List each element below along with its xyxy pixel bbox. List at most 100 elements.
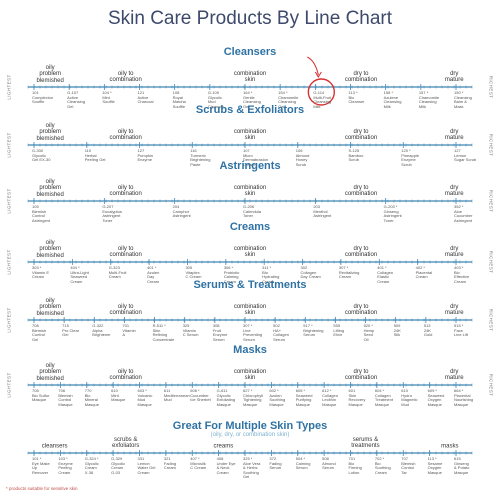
product-label: 770 Bio Mineral Masque	[84, 388, 99, 407]
skin-type-label: oily problem blemished	[36, 362, 64, 382]
side-label-right: RICHEST	[488, 373, 494, 397]
skin-type-label: combination skin	[233, 129, 267, 142]
product-label: 106 Almond Honey Scrub	[295, 148, 310, 167]
skin-type-label: combination skin	[233, 304, 267, 317]
product-label: G-107 Active Cleansing Gel	[67, 90, 85, 109]
product-label: 401 * Collagen Elastic Cream	[377, 265, 394, 284]
product-label: 127 Lemon Sugar Scrub	[454, 148, 477, 163]
product-label: 305 Vitaplex C Cream	[185, 265, 202, 280]
product-label: 101 Complexion Souffle	[32, 90, 54, 105]
product-label: 407 * Microsilk C Cream	[190, 456, 207, 471]
product-label: G-203 * Ginseng Astringent Toner	[383, 204, 402, 223]
product-label: 157 * Chamomile Cleansing Milk	[418, 90, 440, 109]
product-label: 103 * Enzyme Peeling Cream	[58, 456, 73, 475]
skin-type-label: dry to combination	[344, 246, 378, 259]
highlight-arrow	[307, 56, 319, 76]
section-heading: Masks	[233, 344, 267, 356]
product-label: 715 Pro Clear Gel	[62, 323, 80, 338]
product-label: 708 Bio Sulfur Masque	[32, 388, 50, 403]
product-label: 708 Blemish Control Gel	[32, 323, 47, 342]
product-label: 204 Camphor Astringent	[172, 204, 191, 219]
skin-type-label: dry to combination	[344, 71, 378, 84]
product-label: 105 Blemish Control Astringent	[32, 204, 51, 223]
product-label: 101 * Eye Make Up Remover	[32, 456, 50, 475]
product-label: 515 * Face Line Lift	[454, 323, 469, 338]
product-label: 158 * Azulene Cleansing Milk	[383, 90, 402, 109]
section-heading: Creams	[229, 221, 271, 233]
product-label: G-207 Eucalyptus Astringent Toner	[102, 204, 122, 223]
product-label: 154 * Chamomile Cleansing Gel	[278, 90, 299, 109]
product-label: 504 * Calming Serum	[295, 456, 311, 471]
product-label: 627 * Chlorophyll Tightening Masque	[243, 388, 264, 407]
skin-type-label: oily problem blemished	[36, 239, 64, 259]
product-label: 402 * Placental Cream	[415, 265, 433, 280]
product-label: G-324 * Glycolic Cream X-36	[84, 456, 99, 475]
side-label-right: RICHEST	[488, 308, 494, 332]
product-label: 664 * Placental Nourishing Masque	[454, 388, 474, 407]
product-label: 113 * Sesame Oxygen Masque	[427, 456, 443, 475]
product-label: 610 Mint Masque	[111, 388, 126, 403]
product-label: 609 * Seaweed Oxygen Masque	[427, 388, 445, 407]
product-label: 513 24K Gold	[423, 323, 433, 338]
product-label: 372 Fading Serum	[269, 456, 282, 471]
skin-type-label: combination skin	[233, 246, 267, 259]
product-label: 610 Hydro Magnetic Mud	[401, 388, 418, 407]
skin-type-label: oily to combination	[109, 246, 142, 259]
side-label-left: LIGHTEST	[6, 74, 12, 100]
product-label: 107 Micro Dermabrasion Cream	[243, 148, 269, 167]
skin-type-label: dry mature	[444, 246, 464, 259]
product-label: 611 Mediterranean Mud	[163, 388, 190, 403]
product-label: 612 * Collagen Lecithin Masque	[322, 388, 338, 407]
section-heading: Astringents	[219, 160, 281, 172]
highlight-circle	[307, 78, 336, 106]
product-label: 325 * Aloe Vera & Herbs Soothing Gel	[243, 456, 261, 480]
product-label: 603 * Volcanic Mud Masque	[137, 388, 153, 407]
product-label: 602 * Azulen Soothing Masque	[269, 388, 286, 407]
skin-type-label: masks	[441, 443, 459, 450]
product-label: G-322 Alpha Brightener	[92, 323, 111, 338]
skin-type-label: dry to combination	[344, 185, 378, 198]
skin-type-label: cleansers	[41, 443, 68, 450]
skin-type-label: dry mature	[444, 129, 464, 142]
product-label: G-206 Calendula Toner	[243, 204, 262, 219]
product-label: 108 Royal Matcha Souffle	[172, 90, 186, 109]
skin-type-label: creams	[213, 443, 234, 450]
side-label-left: LIGHTEST	[6, 372, 12, 398]
skin-type-label: oily problem blemished	[36, 122, 64, 142]
section-heading: Cleansers	[223, 46, 277, 58]
section-heading: Great For Multiple Skin Types	[172, 420, 328, 432]
product-label: 707 Blemish Control Tar	[401, 456, 416, 475]
product-label: 306 * Probiotic Calming Cream	[223, 265, 240, 284]
skin-type-label: oily to combination	[109, 369, 142, 382]
product-label: 615 Ginseng & Potato Masque	[454, 456, 470, 475]
product-label: 555 Lifting Elixir	[333, 323, 345, 338]
highlight-arrowhead	[314, 71, 322, 78]
section-subheading: (oily, dry, or combination skin)	[210, 432, 290, 438]
skin-type-label: oily to combination	[109, 304, 142, 317]
product-label: 308 Fruit Enzyme Serum	[212, 323, 228, 342]
product-label: 520 * Hemp Seed Oil	[363, 323, 375, 342]
skin-type-label: combination skin	[233, 71, 267, 84]
skin-type-label: dry to combination	[344, 129, 378, 142]
skin-type-label: oily problem blemished	[36, 178, 64, 198]
product-label: 401 * Azulen Day Cream	[147, 265, 160, 284]
product-label: 325 Vitamin C Serum	[182, 323, 199, 338]
product-label: 321 Fading Cream	[163, 456, 177, 471]
product-label: 706 Blemish Control Masque	[58, 388, 73, 407]
product-label: 352 * Aloe Cucumber Astringent	[454, 204, 473, 223]
product-label: 404 * Ultra-Light Seaweed Cream	[70, 265, 89, 284]
skin-type-label: scrubs & exfoliators	[111, 437, 140, 450]
product-label: 604 * Collagen Treatment Masque	[374, 388, 393, 407]
product-label: G-329 Glycolic Cream G-03	[111, 456, 126, 475]
product-label: 701 Bio Firming Lotion	[348, 456, 362, 475]
product-label: 150 * Cleansing Balm & Mask	[454, 90, 472, 109]
skin-type-label: dry mature	[444, 369, 464, 382]
title: Skin Care Products By Line Chart	[107, 8, 393, 29]
product-label: G-323 Multi-Fruit Cream	[108, 265, 127, 280]
product-label: 508 Almond Serum	[322, 456, 336, 471]
product-label: 121 Active Charcoal	[137, 90, 154, 105]
product-label: 110 Herbal Peeling Gel	[84, 148, 106, 163]
product-label: 517 * Brightening Serum	[303, 323, 324, 338]
